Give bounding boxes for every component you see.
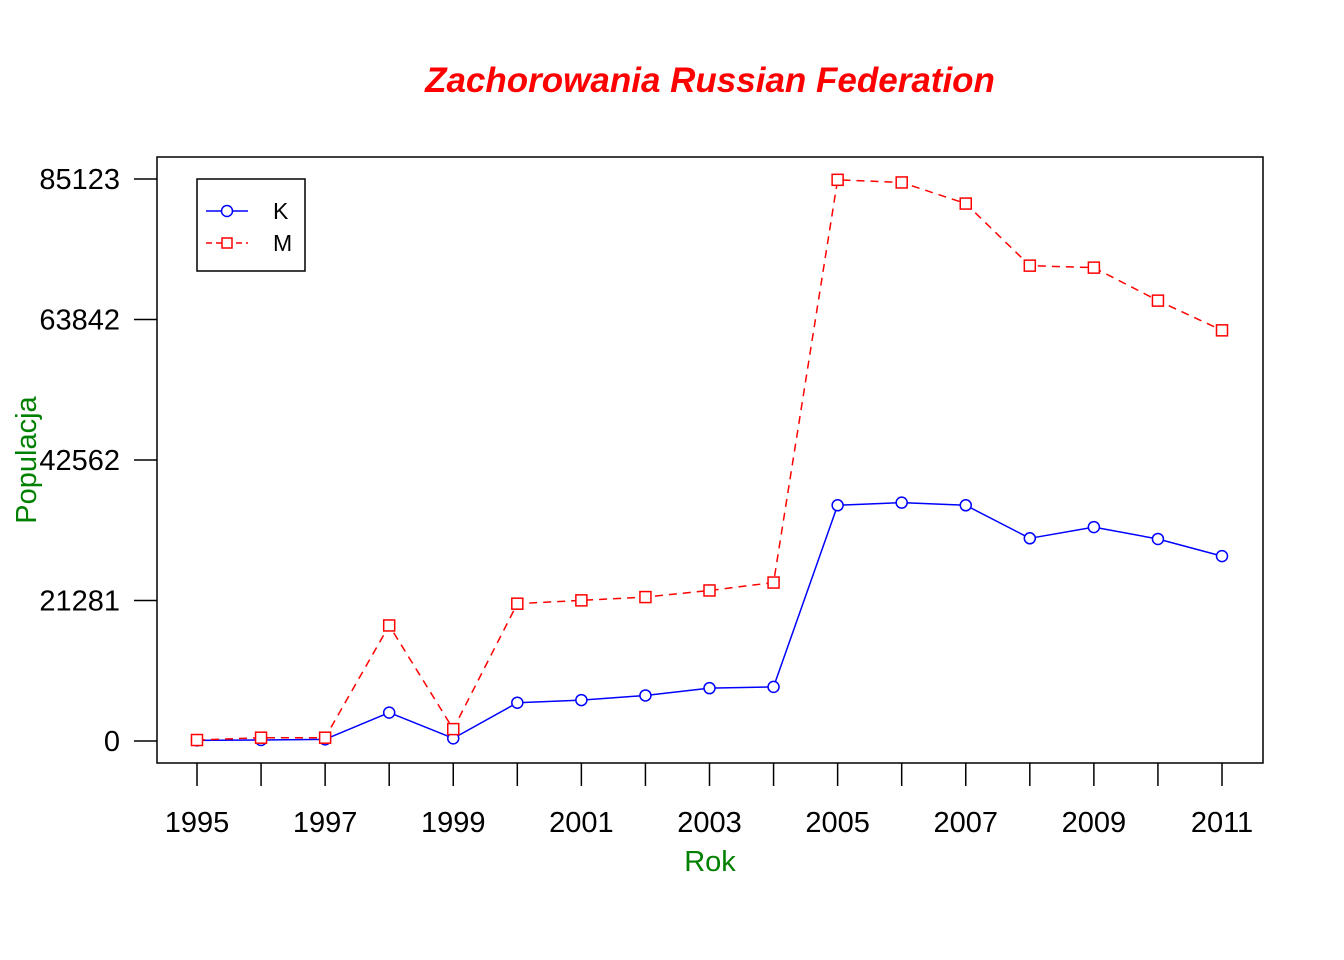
- y-tick-label: 42562: [39, 445, 120, 477]
- data-point: [1087, 520, 1101, 534]
- x-tick-label: 2009: [1062, 807, 1127, 839]
- x-tick-label: 2005: [805, 807, 870, 839]
- y-axis: 0 21281 42562 63842 85123: [39, 164, 157, 758]
- data-point: [767, 680, 780, 694]
- data-point: [1087, 261, 1101, 274]
- data-point: [382, 706, 396, 719]
- x-tick-label: 1997: [293, 807, 358, 839]
- y-tick-label: 63842: [39, 305, 120, 337]
- data-point: [511, 696, 524, 709]
- y-tick-label: 21281: [39, 585, 120, 617]
- x-tick-label: 1999: [421, 807, 486, 839]
- y-axis-label: Populacja: [11, 395, 43, 523]
- x-tick-label: 2011: [1191, 807, 1253, 839]
- data-point: [1215, 549, 1229, 563]
- y-tick-label: 0: [104, 726, 120, 758]
- legend-label-k: K: [273, 198, 289, 224]
- data-point: [767, 576, 780, 589]
- x-tick-label: 2007: [933, 807, 998, 839]
- data-point: [575, 693, 588, 707]
- data-point: [1151, 532, 1165, 546]
- legend-marker-k: [220, 204, 234, 218]
- series-layer: [190, 173, 1229, 747]
- plot-frame: [156, 156, 1264, 764]
- data-point: [895, 176, 908, 189]
- legend: K M: [196, 178, 306, 272]
- y-tick-label: 85123: [39, 164, 120, 196]
- data-point: [703, 584, 716, 597]
- legend-label-m: M: [273, 230, 292, 256]
- data-point: [254, 731, 268, 744]
- legend-box: [196, 178, 306, 272]
- x-tick-label: 1995: [165, 807, 230, 839]
- data-point: [575, 594, 588, 607]
- x-axis-label: Rok: [684, 846, 736, 878]
- series-line: [196, 179, 1223, 741]
- series-k: [190, 496, 1229, 747]
- data-point: [639, 590, 652, 604]
- data-point: [831, 499, 844, 512]
- data-point: [190, 733, 204, 747]
- data-point: [511, 597, 524, 610]
- x-tick-label: 2003: [677, 807, 742, 839]
- data-point: [447, 722, 460, 736]
- chart-title: Zachorowania Russian Federation: [424, 61, 995, 100]
- x-axis: 1995 1997 1999 2001 2003 2005 2007 2009 2011: [165, 763, 1253, 839]
- data-point: [382, 619, 396, 632]
- data-point: [959, 197, 972, 210]
- series-line: [196, 501, 1223, 742]
- data-point: [1215, 324, 1229, 337]
- data-point: [1023, 259, 1037, 272]
- data-point: [703, 681, 716, 695]
- data-point: [639, 689, 652, 702]
- series-m: [190, 173, 1229, 747]
- legend-marker-m: [221, 237, 233, 249]
- data-point: [1151, 294, 1165, 307]
- data-point: [831, 173, 844, 187]
- data-point: [895, 496, 908, 509]
- x-tick-label: 2001: [549, 807, 614, 839]
- data-point: [1023, 532, 1037, 545]
- data-point: [959, 499, 972, 512]
- data-point: [318, 731, 332, 744]
